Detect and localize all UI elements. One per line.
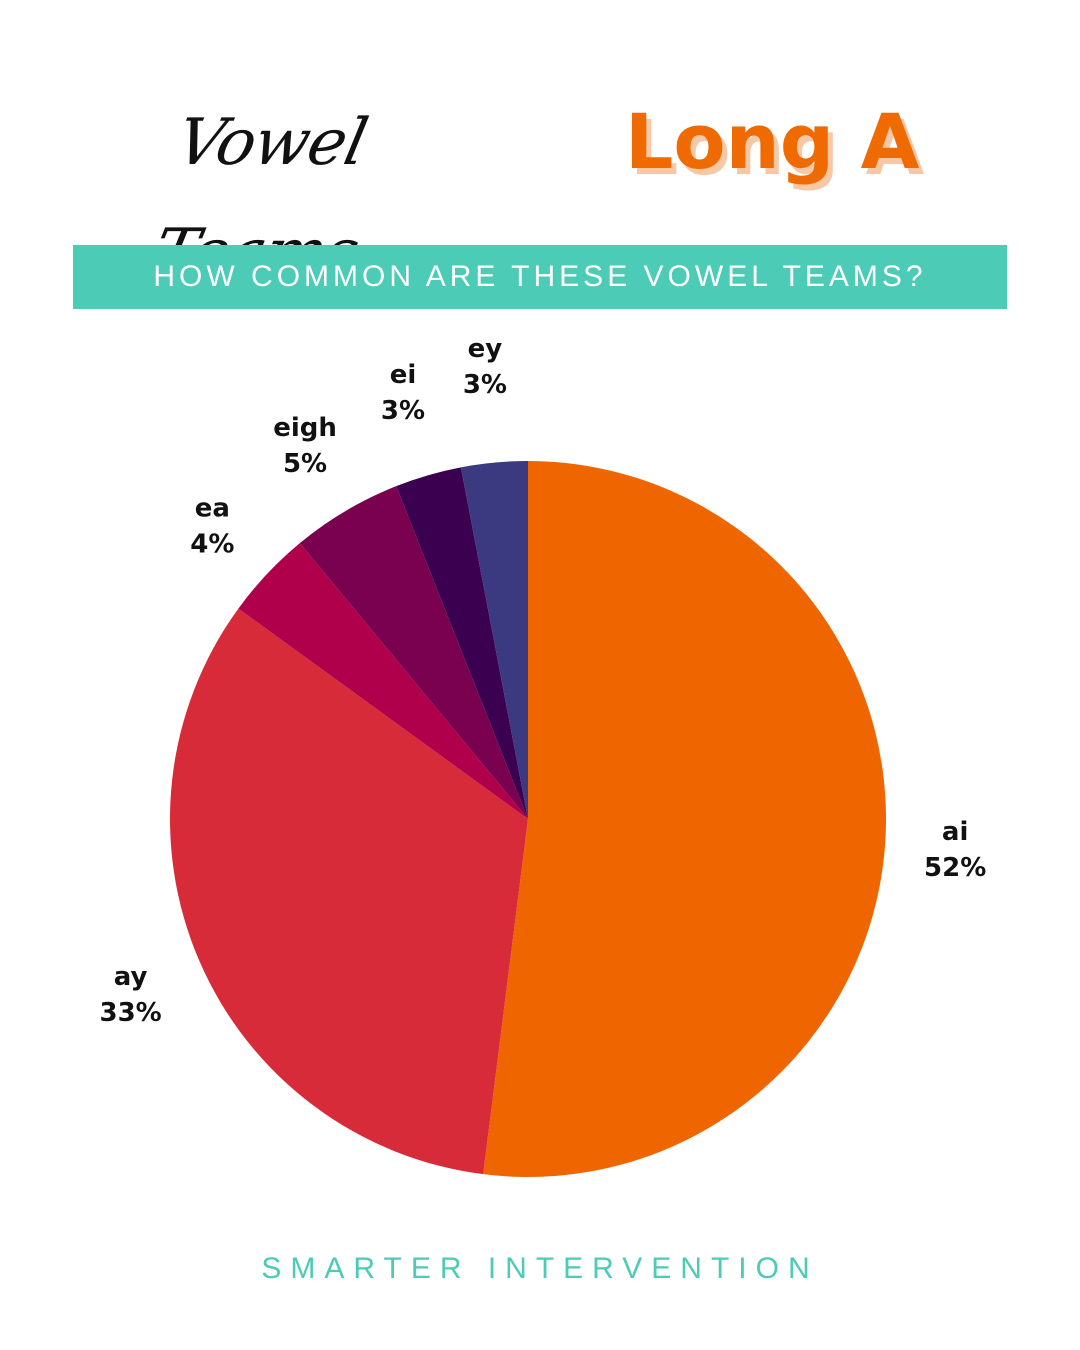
pie-labels: ai 52% ay 33% ea 4% eigh 5% ei 3% ey 3% [99,334,986,1028]
pie-slice-ea [238,543,528,819]
slice-label-eigh: eigh [273,413,337,443]
bold-title: Long A [625,97,920,186]
pie-slice-ei [396,467,528,819]
banner: HOW COMMON ARE THESE VOWEL TEAMS? [73,245,1007,309]
slice-value-ei: 3% [381,396,425,426]
pie-slice-ay [169,608,528,1175]
footer-brand: SMARTER INTERVENTION [261,1252,819,1285]
slice-label-ea: ea [195,494,230,524]
pie-slice-ai [483,461,886,1177]
slice-label-ey: ey [468,334,503,364]
slice-value-ay: 33% [99,998,161,1028]
pie-slice-ey [460,461,528,819]
slice-value-ai: 52% [924,853,986,883]
pie-slices [169,461,886,1177]
slice-label-ay: ay [114,962,148,992]
slice-value-ea: 4% [190,530,234,560]
slice-value-eigh: 5% [283,449,327,479]
pie-slice-eigh [299,486,528,819]
slice-label-ei: ei [390,360,417,390]
banner-text: HOW COMMON ARE THESE VOWEL TEAMS? [153,260,927,293]
pie-chart: ai 52% ay 33% ea 4% eigh 5% ei 3% ey 3% [99,334,986,1177]
script-title: Vowel Teams [147,106,373,290]
slice-value-ey: 3% [463,370,507,400]
slice-label-ai: ai [942,817,968,847]
